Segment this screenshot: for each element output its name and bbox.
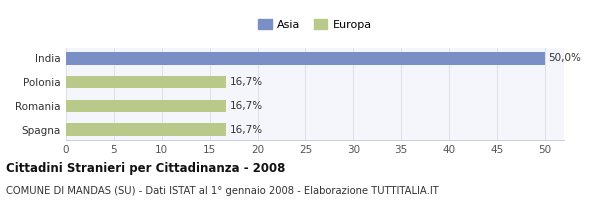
Text: 16,7%: 16,7% bbox=[230, 125, 263, 135]
Bar bbox=[66, 100, 226, 112]
Text: 16,7%: 16,7% bbox=[230, 101, 263, 111]
Text: Cittadini Stranieri per Cittadinanza - 2008: Cittadini Stranieri per Cittadinanza - 2… bbox=[6, 162, 286, 175]
Legend: Asia, Europa: Asia, Europa bbox=[254, 15, 376, 34]
Text: 16,7%: 16,7% bbox=[230, 77, 263, 87]
Bar bbox=[66, 123, 226, 136]
Text: 50,0%: 50,0% bbox=[548, 53, 581, 63]
Bar bbox=[66, 76, 226, 88]
Bar bbox=[66, 52, 545, 65]
Text: COMUNE DI MANDAS (SU) - Dati ISTAT al 1° gennaio 2008 - Elaborazione TUTTITALIA.: COMUNE DI MANDAS (SU) - Dati ISTAT al 1°… bbox=[6, 186, 439, 196]
